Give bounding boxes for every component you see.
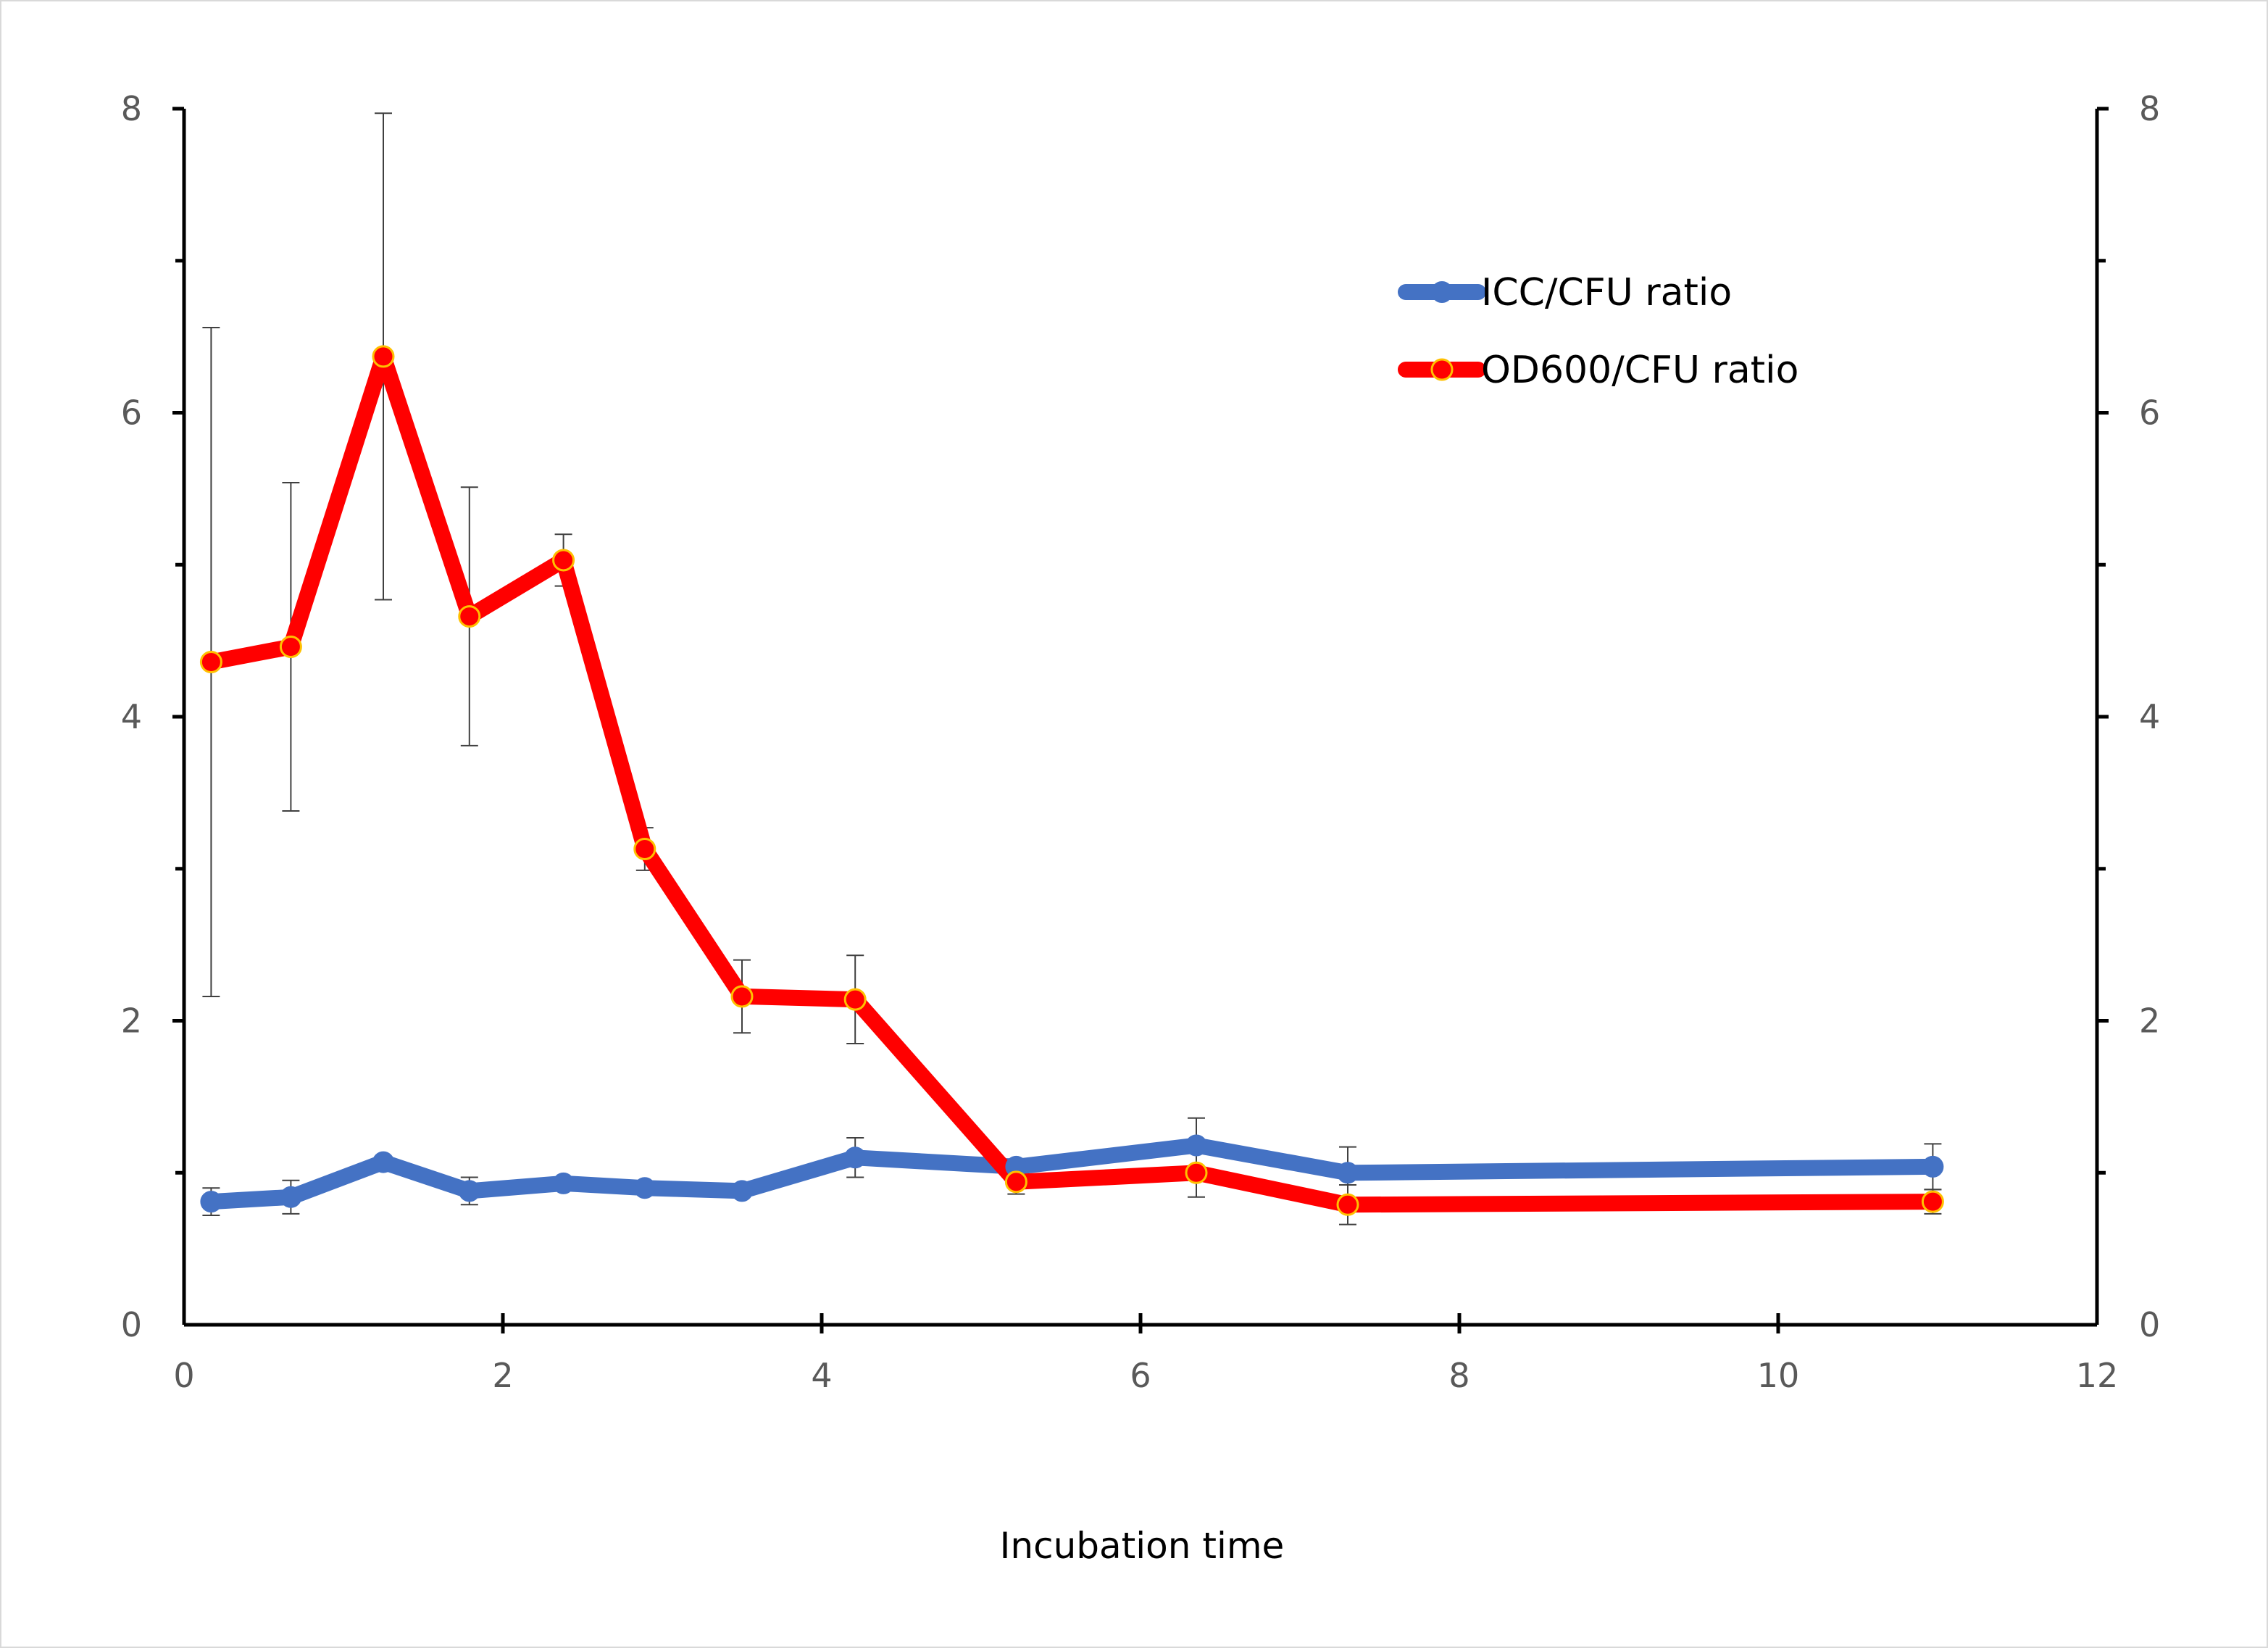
legend: ICC/CFU ratio OD600/CFU ratio — [1398, 271, 1798, 392]
x-tick-label: 0 — [173, 1356, 194, 1395]
axes — [172, 107, 2109, 1333]
y-tick-label: 4 — [121, 697, 142, 736]
data-point — [552, 1172, 575, 1194]
y2-tick-label: 2 — [2139, 1002, 2160, 1041]
data-point — [844, 1146, 867, 1169]
data-point — [731, 1180, 753, 1202]
x-tick-label: 2 — [492, 1356, 513, 1395]
y2-tick-label: 0 — [2139, 1305, 2160, 1344]
data-point — [372, 1151, 394, 1173]
series-lines — [203, 348, 1941, 1213]
x-tick-label: 6 — [1130, 1356, 1151, 1395]
data-point — [458, 1180, 480, 1202]
y-tick-label: 8 — [121, 89, 142, 128]
y-tick-label: 2 — [121, 1002, 142, 1041]
legend-label: ICC/CFU ratio — [1481, 271, 1732, 315]
y2-tick-label: 8 — [2139, 89, 2160, 128]
data-point — [633, 837, 656, 860]
x-tick-label: 12 — [2076, 1356, 2119, 1395]
data-point — [1185, 1134, 1207, 1157]
data-point — [200, 1191, 222, 1213]
data-point — [280, 1186, 302, 1208]
data-point — [730, 985, 754, 1008]
data-point — [1922, 1155, 1944, 1178]
legend-swatch-marker — [1430, 358, 1454, 381]
y2-tick-label: 6 — [2139, 394, 2160, 433]
data-point — [1337, 1162, 1359, 1184]
data-point — [1336, 1193, 1359, 1216]
y-tick-label: 0 — [121, 1305, 142, 1344]
series-markers — [199, 345, 1944, 1216]
data-point — [372, 345, 395, 368]
x-tick-label: 10 — [1757, 1356, 1800, 1395]
series-line-1 — [203, 348, 1941, 1213]
data-point — [279, 636, 302, 659]
data-point — [633, 1177, 656, 1199]
data-point — [1004, 1170, 1027, 1194]
data-point — [843, 988, 867, 1011]
data-point — [458, 605, 481, 628]
legend-label: OD600/CFU ratio — [1481, 349, 1798, 392]
y2-tick-label: 4 — [2139, 697, 2160, 736]
data-point — [199, 650, 222, 673]
data-point — [552, 549, 575, 572]
x-tick-label: 8 — [1448, 1356, 1469, 1395]
legend-swatch-marker — [1431, 281, 1453, 303]
data-point — [1921, 1190, 1944, 1213]
x-axis-title: Incubation time — [1000, 1525, 1285, 1567]
y-tick-label: 6 — [121, 394, 142, 433]
tick-labels: 0 2 4 6 8 0 2 4 6 8 0 2 4 6 8 10 12 — [121, 89, 2161, 1395]
series-line-0 — [203, 1137, 1941, 1210]
data-point — [1185, 1161, 1208, 1184]
x-tick-label: 4 — [811, 1356, 832, 1395]
